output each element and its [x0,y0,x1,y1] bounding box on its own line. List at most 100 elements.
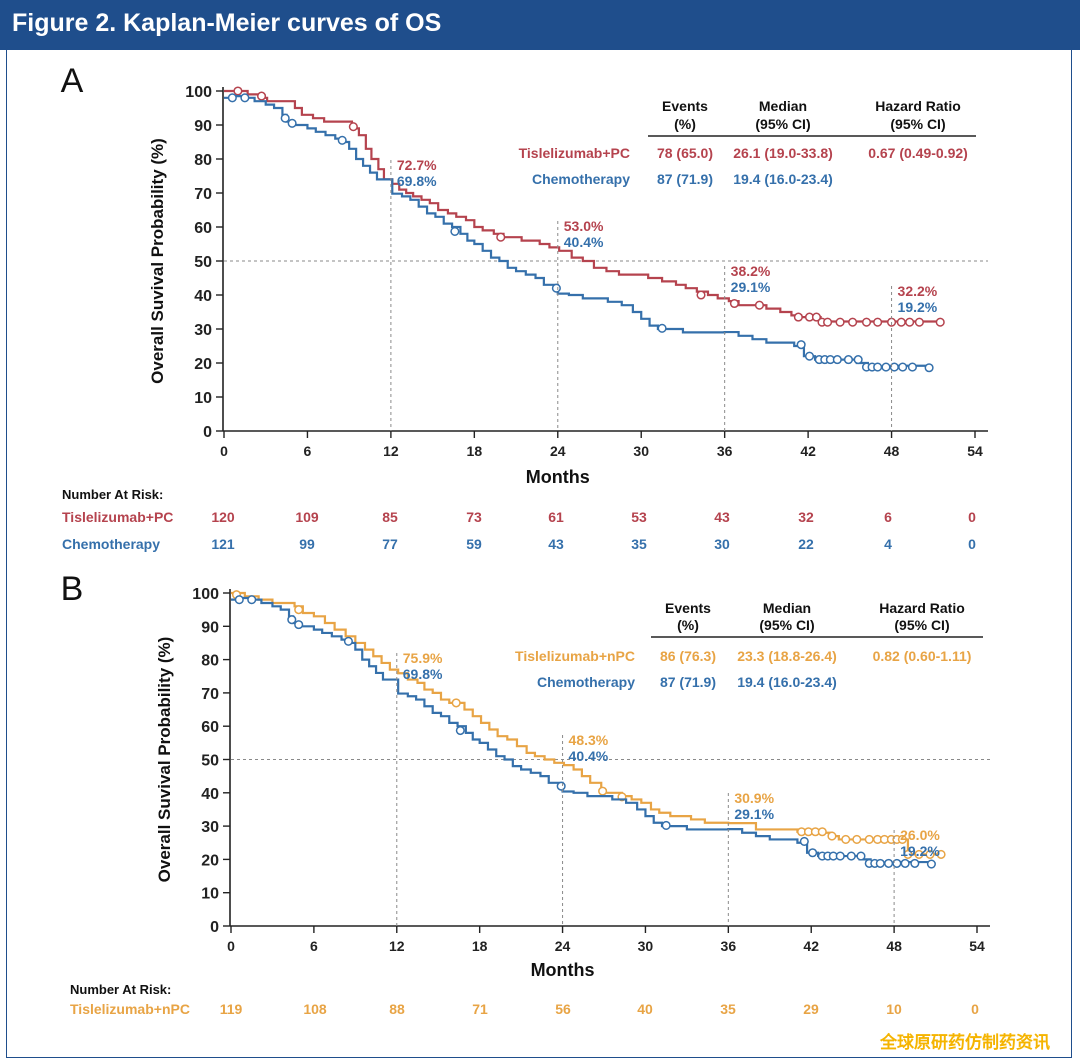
risk-value: 22 [803,1027,819,1030]
censor-mark [853,355,863,365]
risk-value: 77 [389,1027,405,1030]
table-hazard-ratio: 0.67 (0.49-0.92) [868,145,968,161]
x-tick-label: 36 [721,938,737,954]
censor-mark [799,836,809,846]
y-axis-label: Overall Suvival Probability (%) [155,637,174,883]
censor-mark [914,317,924,327]
censor-mark [280,113,290,123]
survival-annotation-chemotherapy: 69.8% [397,173,437,189]
y-tick-label: 0 [210,919,219,936]
table-header: Median [763,600,811,616]
risk-value: 59 [466,536,482,552]
y-tick-label: 60 [194,220,212,237]
table-header: Median [759,98,807,114]
watermark: 全球原研药仿制药资讯 [880,1033,1050,1053]
censor-mark [234,595,244,605]
risk-value: 43 [714,509,730,525]
censor-mark [657,323,667,333]
x-tick-label: 54 [967,443,983,459]
y-tick-label: 30 [201,819,219,836]
survival-annotation-chemotherapy: 29.1% [734,806,774,822]
censor-mark [811,312,822,322]
censor-mark [881,362,891,372]
x-tick-label: 42 [800,443,816,459]
survival-annotation-treatment: 38.2% [731,263,771,279]
risk-value: 85 [382,509,398,525]
survival-annotation-chemotherapy: 40.4% [569,748,609,764]
censor-mark [598,786,608,796]
figure-header: Figure 2. Kaplan-Meier curves of OS [0,0,1080,50]
censor-mark [910,858,920,868]
x-axis-label: Months [531,960,595,980]
y-tick-label: 90 [194,118,212,135]
risk-value: 73 [466,509,482,525]
y-tick-label: 0 [203,424,212,441]
table-header-sub: (95% CI) [890,116,945,132]
x-tick-label: 42 [803,938,819,954]
censor-mark [804,351,815,361]
censor-mark [808,848,818,858]
y-tick-label: 50 [201,753,219,770]
censor-mark [864,834,874,844]
table-events: 87 (71.9) [660,674,716,690]
y-axis-label: Overall Suvival Probability (%) [148,138,167,384]
risk-value: 0 [971,1001,979,1017]
risk-value: 43 [548,536,564,552]
risk-value: 71 [472,1001,488,1017]
y-tick-label: 80 [194,152,212,169]
censor-mark [247,595,257,605]
table-header-sub: (%) [674,116,696,132]
censor-mark [935,317,945,327]
survival-annotation-chemotherapy: 40.4% [564,234,604,250]
risk-value: 35 [631,536,647,552]
table-header-sub: (%) [677,617,699,633]
survival-annotation-treatment: 53.0% [564,218,604,234]
censor-mark [348,122,358,132]
censor-mark [861,317,872,327]
censor-mark [343,636,353,646]
risk-value: 53 [631,509,647,525]
x-tick-label: 6 [304,443,312,459]
risk-row-name: Tislelizumab+PC [62,509,173,525]
km-curve-chemotherapy [224,95,928,369]
y-tick-label: 20 [201,852,219,869]
censor-mark [287,118,297,128]
risk-value: 59 [472,1027,488,1030]
risk-value: 56 [555,1001,571,1017]
censor-mark [852,834,862,844]
risk-value: 0 [968,509,976,525]
risk-value: 108 [303,1001,327,1017]
censor-mark [873,362,883,372]
censor-mark [257,91,267,101]
censor-mark [227,93,237,103]
risk-value: 10 [886,1001,902,1017]
censor-mark [294,605,304,615]
y-tick-label: 40 [194,288,212,305]
x-tick-label: 30 [638,938,654,954]
y-tick-label: 90 [201,619,219,636]
censor-mark [827,831,837,841]
x-tick-label: 24 [550,443,566,459]
panel-label: B [61,570,84,608]
censor-mark [926,859,936,869]
risk-value: 35 [720,1001,736,1017]
table-events: 87 (71.9) [657,171,713,187]
table-row-name: Chemotherapy [532,171,630,187]
censor-mark [556,781,566,791]
figure-title: Figure 2. Kaplan-Meier curves of OS [12,9,442,37]
survival-annotation-chemotherapy: 29.1% [731,279,771,295]
y-tick-label: 10 [194,390,212,407]
risk-value: 22 [798,536,814,552]
censor-mark [903,849,913,859]
x-tick-label: 48 [884,443,900,459]
table-row-name: Tislelizumab+PC [519,145,630,161]
risk-value: 4 [890,1027,898,1030]
table-events: 78 (65.0) [657,145,713,161]
risk-value: 88 [389,1001,405,1017]
censor-mark [936,849,946,859]
x-tick-label: 18 [467,443,483,459]
y-tick-label: 10 [201,886,219,903]
censor-mark [233,86,243,96]
risk-value: 43 [555,1027,571,1030]
censor-mark [551,283,561,293]
